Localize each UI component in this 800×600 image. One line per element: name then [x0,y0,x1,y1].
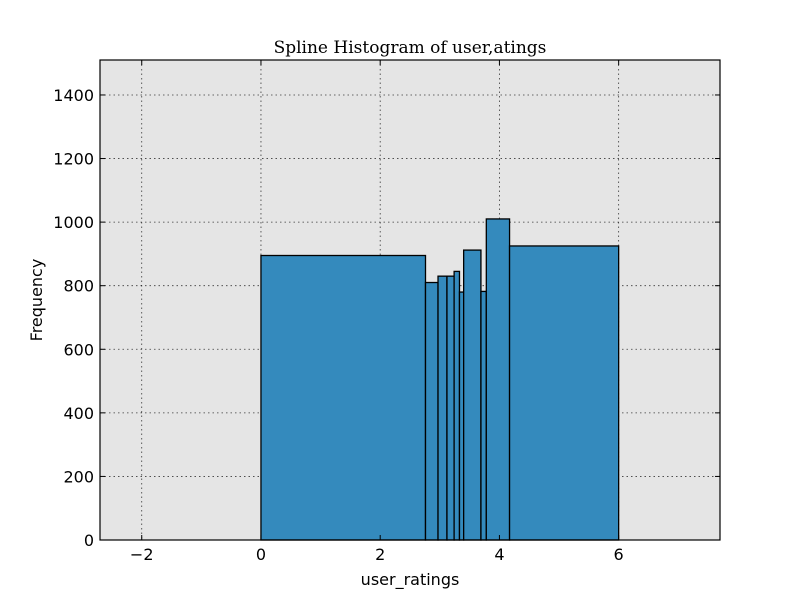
plot-frame [99,59,721,541]
y-tick-label: 600 [63,340,94,359]
histogram-bar [453,270,461,541]
x-tick-label: 6 [614,545,624,564]
y-tick-label: 400 [63,404,94,423]
histogram-bar [508,245,620,541]
y-tick-labels: 0 200 400 600 800 1000 1200 1400 [53,86,94,550]
x-axis-label: user_ratings [361,570,460,590]
y-tick-label: 200 [63,467,94,486]
histogram-bar [485,218,511,541]
histogram-bar [446,275,455,541]
y-tick-label: 1400 [53,86,94,105]
y-tick-label: 0 [84,531,94,550]
histogram-bar [437,275,448,541]
y-axis-label: Frequency [27,259,46,342]
histogram-bar [424,281,439,541]
x-tick-label: 2 [375,545,385,564]
y-tick-label: 1000 [53,213,94,232]
histogram-bars [260,218,620,541]
histogram-bar [480,290,487,541]
y-tick-label: 1200 [53,150,94,169]
x-tick-label: 0 [256,545,266,564]
x-tick-label: −2 [130,545,154,564]
chart-title: Spline Histogram of user,atings [274,38,547,58]
x-tick-labels: −2 0 2 4 6 [130,545,624,564]
histogram-bar [463,249,482,541]
histogram-bar [260,254,427,541]
axis-ticks [100,60,720,541]
x-tick-label: 4 [494,545,504,564]
y-tick-label: 800 [63,277,94,296]
